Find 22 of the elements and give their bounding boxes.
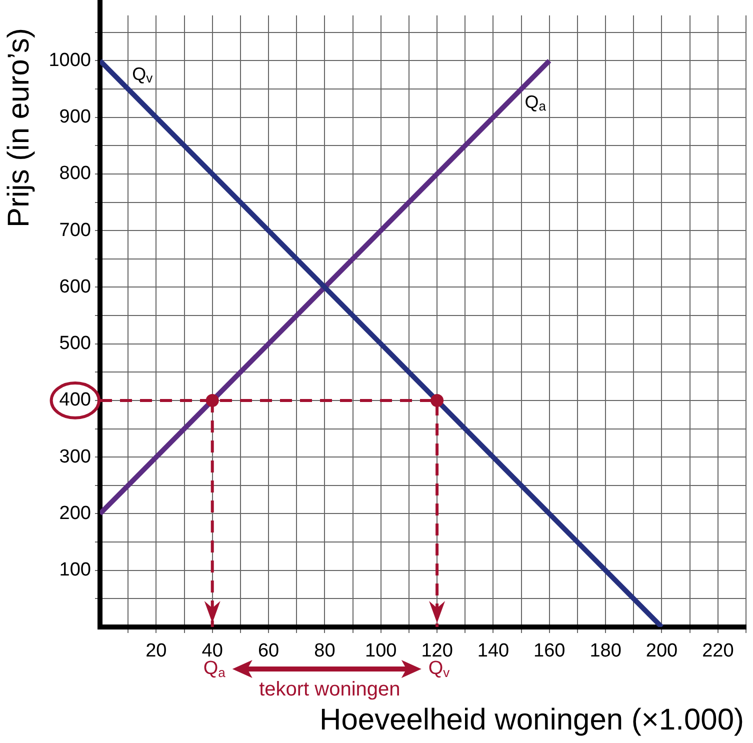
- y-tick-label: 900: [59, 106, 91, 128]
- x-tick-label: 220: [702, 640, 734, 662]
- y-tick-label: 700: [59, 220, 91, 241]
- x-tick-label: 60: [258, 640, 280, 662]
- text: tekort woningen: [259, 678, 400, 701]
- x-tick-label: 100: [365, 640, 397, 662]
- y-tick-label: 800: [59, 163, 91, 184]
- x-tick-label: 200: [646, 640, 678, 662]
- x-axis-title: Hoeveelheid woningen (×1.000): [320, 703, 744, 736]
- x-tick-label: 140: [477, 640, 510, 662]
- x-tick-label: 160: [534, 640, 566, 662]
- x-tick-label: 80: [314, 640, 336, 662]
- y-tick-label: 400: [59, 390, 91, 411]
- y-tick-label: 300: [59, 446, 91, 468]
- y-tick-label: 600: [59, 276, 91, 298]
- y-axis-title: Prijs (in euro’s): [2, 28, 36, 228]
- y-tick-label: 100: [59, 560, 91, 581]
- y-tick-label: 500: [59, 333, 91, 354]
- y-tick-label: 1000: [48, 50, 91, 71]
- x-tick-label: 180: [590, 640, 622, 662]
- y-tick-label: 200: [59, 502, 91, 524]
- x-tick-label: 20: [146, 640, 167, 662]
